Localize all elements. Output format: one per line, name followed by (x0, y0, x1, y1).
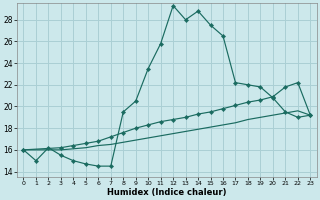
X-axis label: Humidex (Indice chaleur): Humidex (Indice chaleur) (107, 188, 227, 197)
